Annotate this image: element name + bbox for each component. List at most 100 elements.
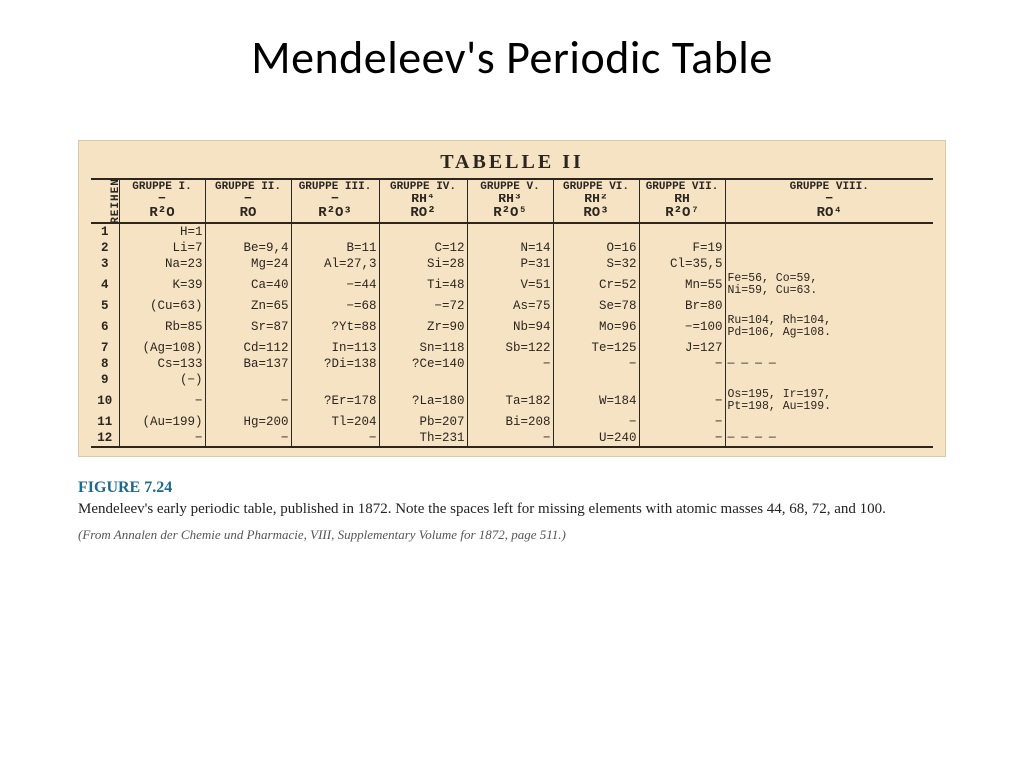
oxide: RO⁴ [725, 204, 933, 223]
cell [467, 223, 553, 240]
cell: Ti=48 [379, 272, 467, 298]
row-axis-label: REIHEN [91, 179, 119, 223]
cell: (−) [119, 372, 205, 388]
cell: Na=23 [119, 256, 205, 272]
table-row: 3Na=23Mg=24Al=27,3Si=28P=31S=32Cl=35,5 [91, 256, 933, 272]
cell: B=11 [291, 240, 379, 256]
col-head: GRUPPE IV. [379, 179, 467, 194]
table-row: 12−−−Th=231−U=240−— — — — [91, 430, 933, 447]
cell [553, 223, 639, 240]
cell: − [467, 430, 553, 447]
col-head: GRUPPE VI. [553, 179, 639, 194]
row-number: 11 [91, 414, 119, 430]
row-number: 6 [91, 314, 119, 340]
cell: Cd=112 [205, 340, 291, 356]
cell: V=51 [467, 272, 553, 298]
cell: W=184 [553, 388, 639, 414]
row-number: 9 [91, 372, 119, 388]
cell: Be=9,4 [205, 240, 291, 256]
cell: Bi=208 [467, 414, 553, 430]
cell: − [639, 414, 725, 430]
cell: −=68 [291, 298, 379, 314]
oxide: RO² [379, 204, 467, 223]
cell [291, 223, 379, 240]
cell: ?Er=178 [291, 388, 379, 414]
cell: Al=27,3 [291, 256, 379, 272]
cell: As=75 [467, 298, 553, 314]
cell: − [119, 388, 205, 414]
cell [553, 372, 639, 388]
hydride: RH² [553, 194, 639, 204]
table-row: 4K=39Ca=40−=44Ti=48V=51Cr=52Mn=55Fe=56, … [91, 272, 933, 298]
cell: J=127 [639, 340, 725, 356]
cell: O=16 [553, 240, 639, 256]
caption: FIGURE 7.24 Mendeleev's early periodic t… [78, 479, 946, 543]
cell: Ba=137 [205, 356, 291, 372]
cell: Se=78 [553, 298, 639, 314]
cell: Tl=204 [291, 414, 379, 430]
cell: − [639, 356, 725, 372]
cell: Br=80 [639, 298, 725, 314]
figure-source: (From Annalen der Chemie und Pharmacie, … [78, 527, 946, 543]
table-heading: TABELLE II [91, 151, 933, 174]
col-head: GRUPPE I. [119, 179, 205, 194]
cell: Mg=24 [205, 256, 291, 272]
hydride: RH [639, 194, 725, 204]
cell: Os=195, Ir=197,Pt=198, Au=199. [725, 388, 933, 414]
table-scan: TABELLE II REIHEN GRUPPE I. GRUPPE II. G… [78, 140, 946, 457]
row-number: 4 [91, 272, 119, 298]
cell: S=32 [553, 256, 639, 272]
cell [379, 372, 467, 388]
row-number: 10 [91, 388, 119, 414]
cell: Rb=85 [119, 314, 205, 340]
cell: Ru=104, Rh=104,Pd=106, Ag=108. [725, 314, 933, 340]
slide: Mendeleev's Periodic Table TABELLE II RE… [0, 0, 1024, 768]
cell: C=12 [379, 240, 467, 256]
cell [725, 223, 933, 240]
cell: − [639, 388, 725, 414]
cell: Cl=35,5 [639, 256, 725, 272]
cell: Cr=52 [553, 272, 639, 298]
col-head: GRUPPE II. [205, 179, 291, 194]
table-row: 5(Cu=63)Zn=65−=68−=72As=75Se=78Br=80 [91, 298, 933, 314]
cell: Ta=182 [467, 388, 553, 414]
cell: ?Ce=140 [379, 356, 467, 372]
row-number: 1 [91, 223, 119, 240]
cell [639, 372, 725, 388]
figure: TABELLE II REIHEN GRUPPE I. GRUPPE II. G… [78, 140, 946, 543]
row-number: 2 [91, 240, 119, 256]
oxide: RO³ [553, 204, 639, 223]
cell: Sr=87 [205, 314, 291, 340]
table-row: 9(−) [91, 372, 933, 388]
cell: — — — — [725, 356, 933, 372]
cell: K=39 [119, 272, 205, 298]
cell: Th=231 [379, 430, 467, 447]
table-row: 8Cs=133Ba=137?Di=138?Ce=140−−−— — — — [91, 356, 933, 372]
cell [291, 372, 379, 388]
header-row-oxides: R²O RO R²O³ RO² R²O⁵ RO³ R²O⁷ RO⁴ [91, 204, 933, 223]
cell: Fe=56, Co=59,Ni=59, Cu=63. [725, 272, 933, 298]
figure-text: Mendeleev's early periodic table, publis… [78, 499, 946, 519]
cell: Sn=118 [379, 340, 467, 356]
cell: (Cu=63) [119, 298, 205, 314]
oxide: R²O⁵ [467, 204, 553, 223]
cell: F=19 [639, 240, 725, 256]
col-head: GRUPPE V. [467, 179, 553, 194]
table-row: 10−−?Er=178?La=180Ta=182W=184−Os=195, Ir… [91, 388, 933, 414]
cell: Ca=40 [205, 272, 291, 298]
header-row-hydrides: −−− RH⁴ RH³ RH² RH − [91, 194, 933, 204]
cell: −=44 [291, 272, 379, 298]
row-number: 8 [91, 356, 119, 372]
cell: Nb=94 [467, 314, 553, 340]
cell: − [205, 388, 291, 414]
oxide: R²O [119, 204, 205, 223]
header-row-groups: REIHEN GRUPPE I. GRUPPE II. GRUPPE III. … [91, 179, 933, 194]
cell: Li=7 [119, 240, 205, 256]
cell: Mo=96 [553, 314, 639, 340]
table-row: 6Rb=85Sr=87?Yt=88Zr=90Nb=94Mo=96−=100Ru=… [91, 314, 933, 340]
cell [379, 223, 467, 240]
cell: H=1 [119, 223, 205, 240]
col-head: GRUPPE III. [291, 179, 379, 194]
table-row: 7(Ag=108)Cd=112In=113Sn=118Sb=122Te=125J… [91, 340, 933, 356]
table-row: 2Li=7Be=9,4B=11C=12N=14O=16F=19 [91, 240, 933, 256]
